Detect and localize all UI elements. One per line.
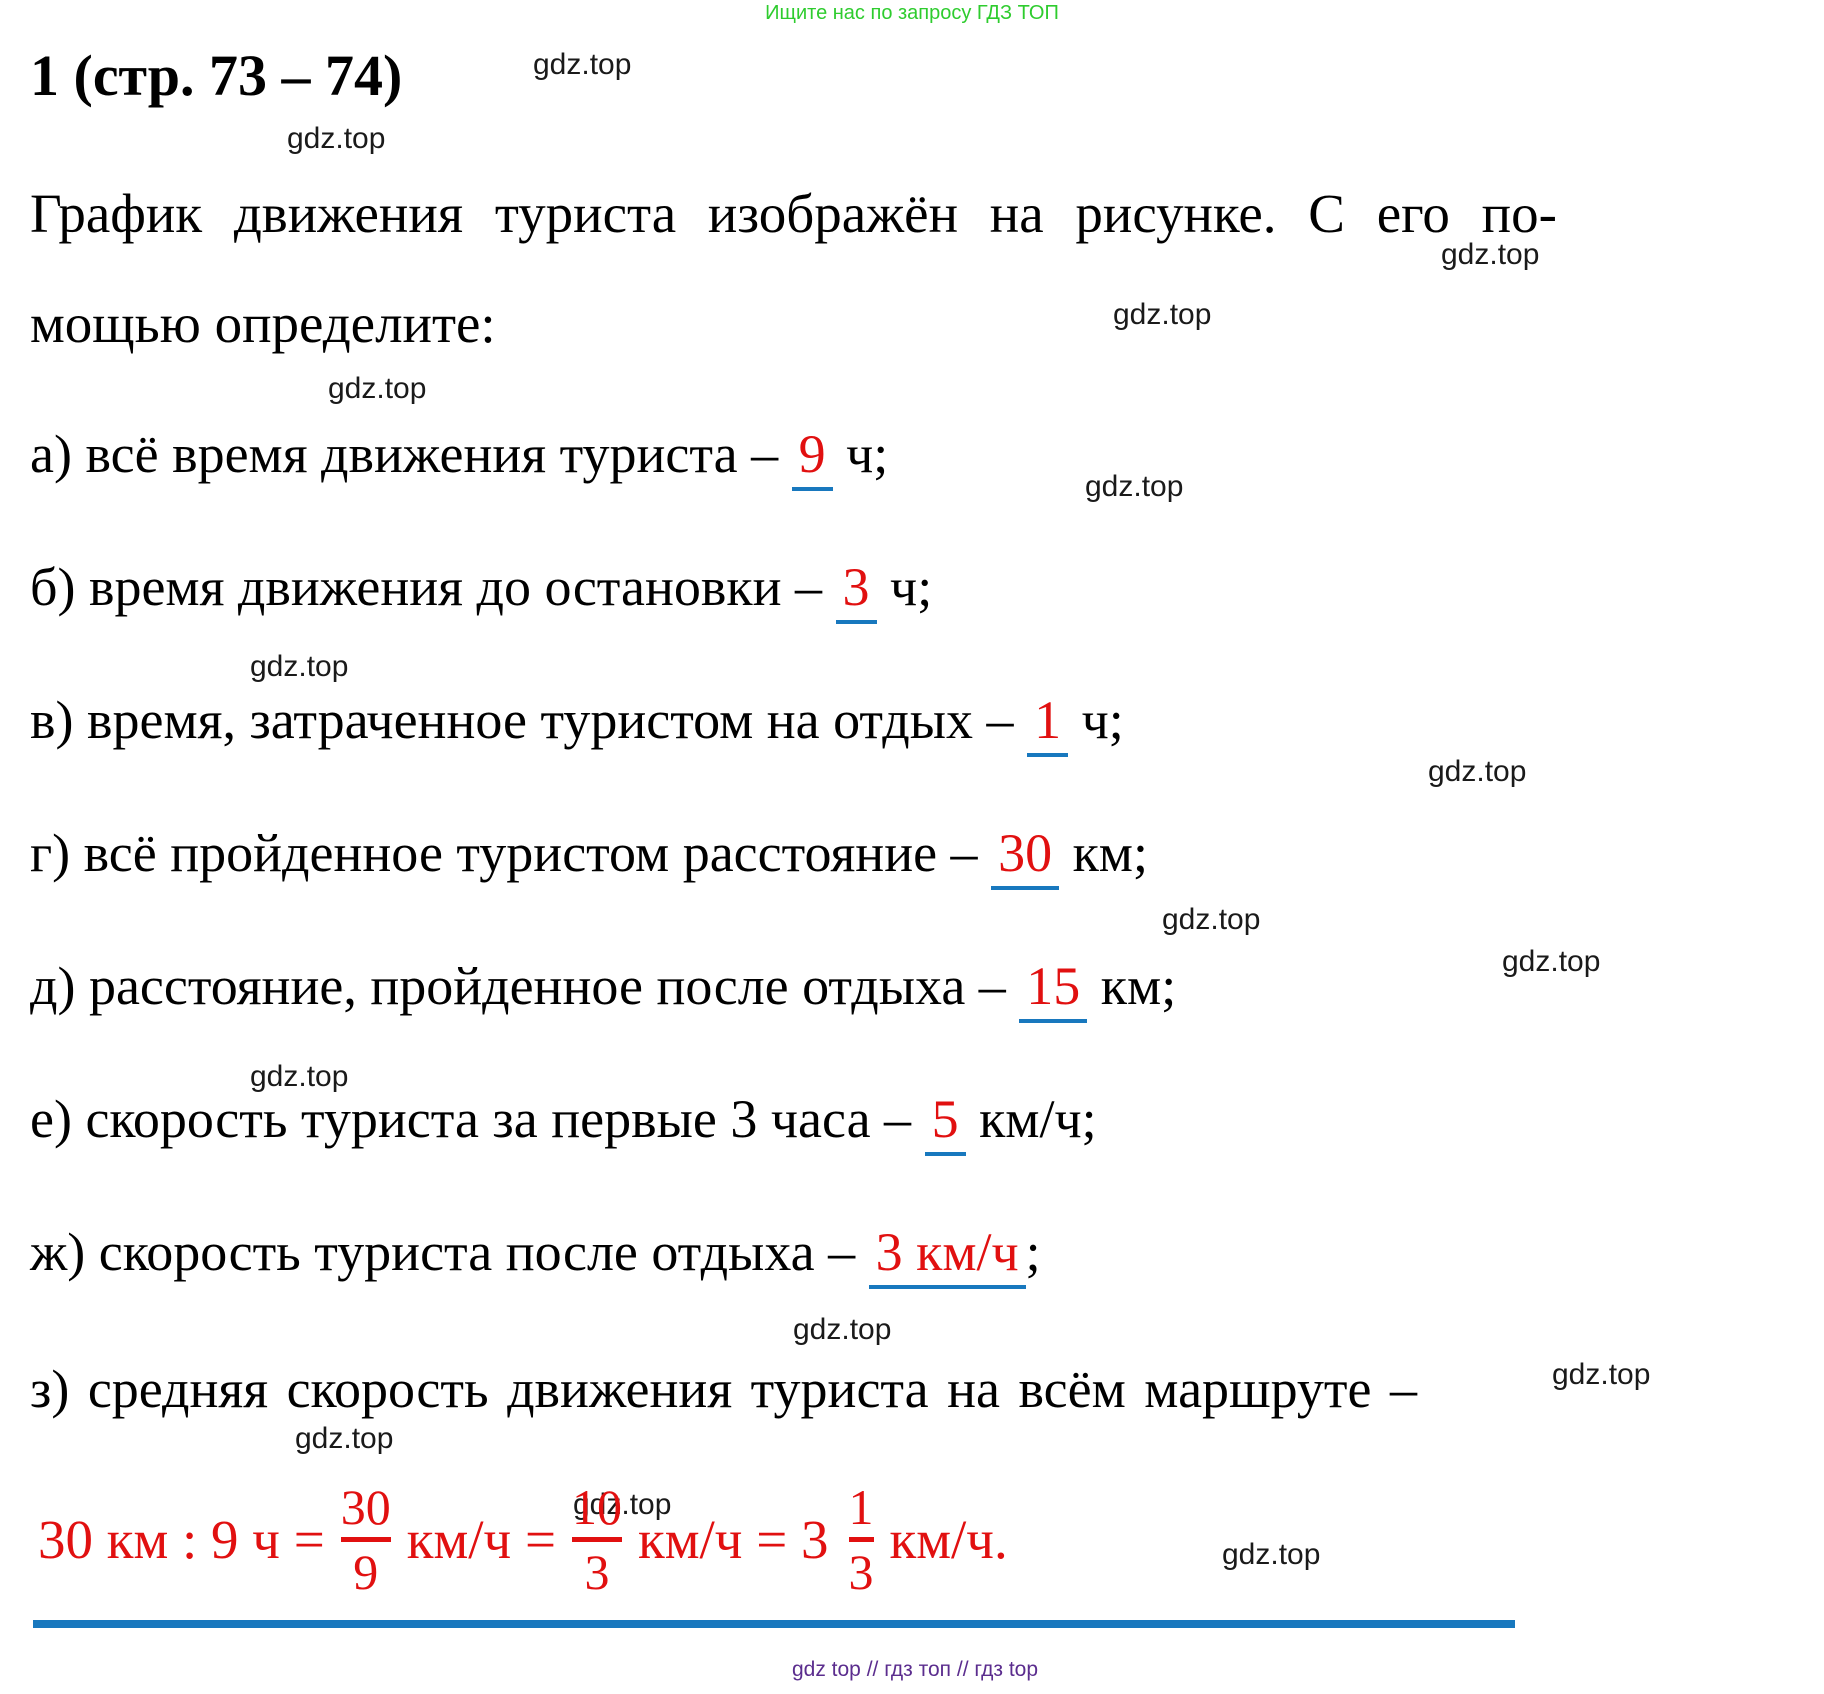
intro-word: рисунке. [1075,183,1277,244]
watermark: gdz.top [295,1422,394,1455]
item-g: г) всё пройденное туристом расстояние – … [30,822,1148,890]
equation-tail: км/ч. [889,1509,1008,1570]
watermark: gdz.top [287,122,386,155]
item-answer: 5 [924,1089,966,1156]
item-unit: ч; [876,557,933,617]
intro-word: График [30,183,203,244]
exercise-title: 1 (стр. 73 – 74) [30,43,403,108]
fraction-denominator: 3 [848,1544,874,1600]
item-text: г) всё пройденное туристом расстояние – [30,823,992,883]
intro-line-1: График движения туриста изображён на рис… [30,182,1557,245]
item-text: ж) скорость туриста после отдыха – [30,1222,869,1282]
item-a: а) всё время движения туриста – 9 ч; [30,423,889,491]
fraction-numerator: 10 [572,1479,622,1535]
intro-word: туриста [494,183,677,244]
watermark: gdz.top [1085,470,1184,503]
item-text: а) всё время движения туриста – [30,424,792,484]
item-text: д) расстояние, пройденное после отдыха – [30,956,1020,1016]
item-text: е) скорость туриста за первые 3 часа – [30,1089,925,1149]
fraction-10-3: 10 3 [572,1482,622,1597]
fraction-denominator: 9 [353,1544,379,1600]
item-answer: 3 км/ч [868,1222,1026,1289]
watermark: gdz.top [328,372,427,405]
watermark: gdz.top [793,1313,892,1346]
intro-word: по- [1481,183,1557,244]
item-answer: 3 [835,557,877,624]
intro-word: движения [233,183,464,244]
item-e: е) скорость туриста за первые 3 часа – 5… [30,1088,1097,1156]
fraction-numerator: 30 [340,1479,391,1535]
watermark: gdz.top [1502,945,1601,978]
item-text: в) время, затраченное туристом на отдых … [30,690,1028,750]
fraction-bar [340,1537,391,1542]
intro-word: его [1376,183,1450,244]
site-promo-text: Ищите нас по запросу ГДЗ ТОП [765,2,1059,24]
footer-watermark: gdz top // гдз топ // гдз top [791,1658,1039,1681]
item-v: в) время, затраченное туристом на отдых … [30,689,1124,757]
watermark: gdz.top [1113,298,1212,331]
fraction-30-9: 30 9 [340,1479,391,1600]
divider-line [33,1620,1515,1628]
item-text: б) время движения до остановки – [30,557,836,617]
fraction-1-3: 1 3 [848,1479,874,1600]
fraction-bar [848,1537,874,1542]
item-answer: 9 [791,424,833,491]
watermark: gdz.top [1162,903,1261,936]
item-answer: 15 [1019,956,1088,1023]
item-answer: 30 [991,823,1060,890]
watermark: gdz.top [1552,1358,1651,1391]
item-text: з) средняя скорость движения туриста на … [30,1359,1417,1419]
fraction-denominator: 3 [584,1544,610,1600]
solution-equation: 30 км : 9 ч = 30 9 км/ч = 10 3 км/ч = 3 … [38,1482,1008,1597]
intro-word: изображён [707,183,958,244]
watermark: gdz.top [250,1060,349,1093]
item-z: з) средняя скорость движения туриста на … [30,1358,1417,1420]
watermark: gdz.top [1428,755,1527,788]
item-unit: ; [1025,1222,1041,1282]
intro-word: С [1308,183,1345,244]
equation-mid: км/ч = [406,1509,556,1570]
watermark: gdz.top [533,48,632,81]
item-zh: ж) скорость туриста после отдыха – 3 км/… [30,1221,1041,1289]
equation-lead: 30 км : 9 ч = [38,1509,325,1570]
watermark: gdz.top [1222,1538,1321,1571]
item-d: д) расстояние, пройденное после отдыха –… [30,955,1177,1023]
item-unit: км; [1087,956,1177,1016]
item-unit: км; [1059,823,1148,883]
watermark: gdz.top [573,1488,672,1521]
fraction-bar [572,1537,622,1542]
item-unit: км/ч; [965,1089,1097,1149]
equation-mid: км/ч = 3 [638,1509,829,1570]
item-unit: ч; [832,424,889,484]
item-b: б) время движения до остановки – 3 ч; [30,556,933,624]
intro-line-2: мощью определите: [30,293,496,354]
item-unit: ч; [1068,690,1124,750]
item-answer: 1 [1027,690,1069,757]
watermark: gdz.top [1441,238,1540,271]
fraction-numerator: 1 [848,1479,874,1535]
watermark: gdz.top [250,650,349,683]
intro-word: на [989,183,1044,244]
